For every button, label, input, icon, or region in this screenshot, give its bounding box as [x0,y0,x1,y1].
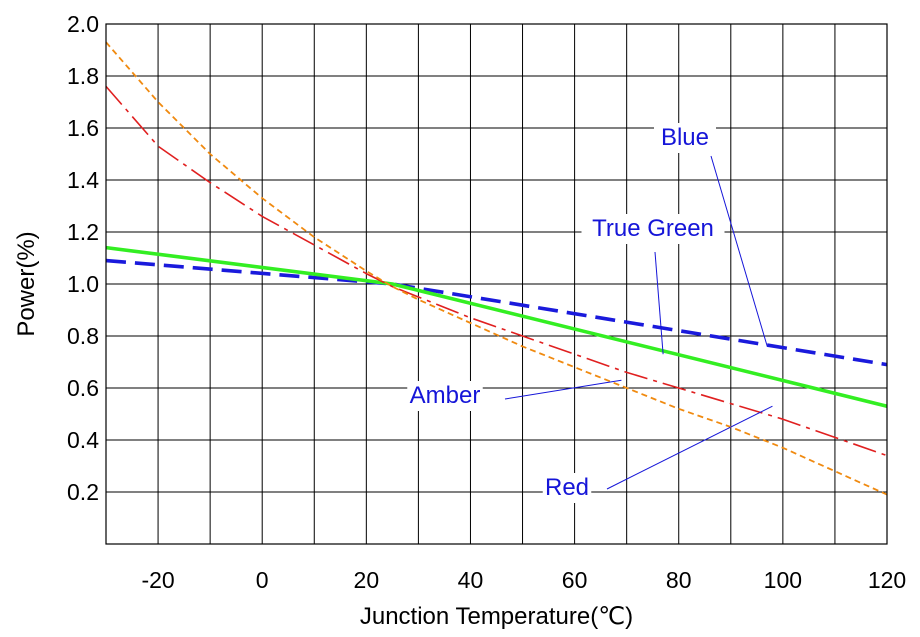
y-tick-label: 0.8 [67,323,99,349]
annotations: Blue True Green Amber Red [407,123,773,503]
annotation-label-true-green: True Green [592,215,714,242]
annotation-label-red: Red [545,474,589,501]
grid [106,24,887,544]
y-tick-label: 2.0 [67,11,99,37]
series-lines [105,41,888,496]
tick-labels: -20 0 20 40 60 80 100 120 0.2 0.4 0.6 0.8 1.0 1.2 1.4 1… [67,11,906,593]
y-tick-label: 1.0 [67,271,99,297]
y-tick-label: 1.6 [67,115,99,141]
y-tick-label: 0.4 [67,427,99,453]
plot-frame [105,23,888,545]
annotation-label-background [542,473,592,503]
y-tick-label: 1.4 [67,167,99,193]
x-tick-label: 20 [354,567,380,593]
series-line-amber [105,41,888,496]
x-tick-label: 100 [764,567,802,593]
x-axis-title: Junction Temperature(℃) [360,603,633,630]
annotation-label-blue: Blue [661,124,709,151]
annotation-label-background [654,123,716,153]
annotation-leader-true-green [654,251,664,355]
x-tick-label: 120 [868,567,906,593]
annotation-leader-amber [504,379,622,400]
series-line-red [105,85,888,457]
series-line-blue [105,258,888,367]
x-tick-label: -20 [141,567,174,593]
x-tick-label: 40 [458,567,484,593]
annotation-label-background [581,214,725,244]
annotation-label-amber: Amber [410,382,481,409]
x-tick-label: 60 [562,567,588,593]
y-tick-label: 1.8 [67,63,99,89]
annotation-leader-blue [710,155,768,347]
y-tick-label: 0.2 [67,479,99,505]
annotation-leader-red [606,405,773,490]
annotation-label-background [407,381,483,411]
x-tick-label: 0 [256,567,269,593]
series-line-true-green [105,245,888,408]
x-tick-label: 80 [666,567,692,593]
y-axis-title: Power(%) [13,231,40,336]
y-tick-label: 1.2 [67,219,99,245]
y-tick-label: 0.6 [67,375,99,401]
